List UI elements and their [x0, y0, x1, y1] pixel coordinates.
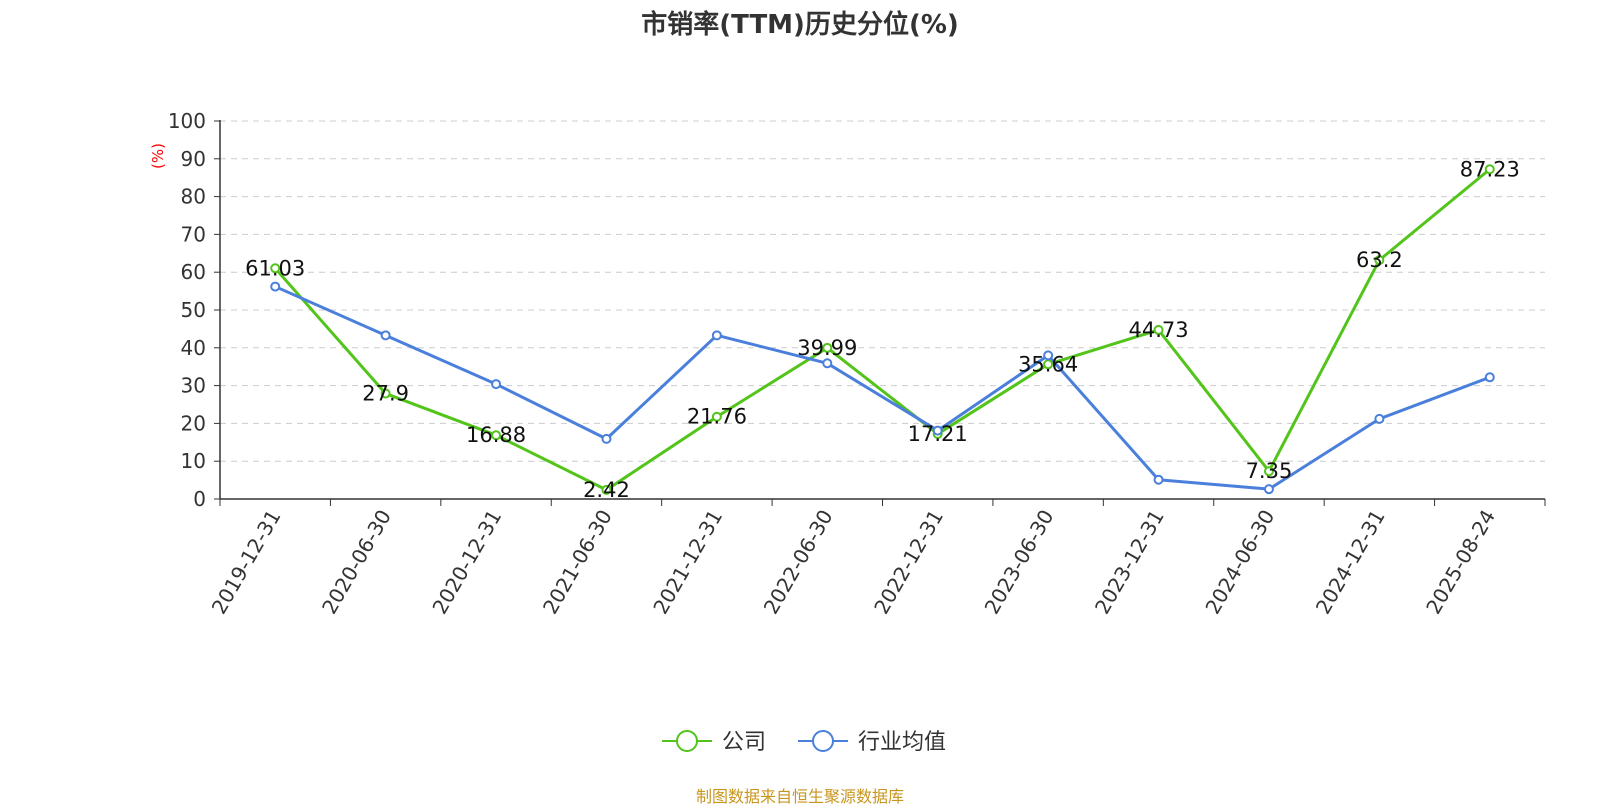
x-tick-label: 2022-12-31 — [869, 506, 948, 619]
legend-label: 行业均值 — [858, 730, 946, 755]
data-point-1 — [1153, 474, 1164, 485]
data-point-1 — [1043, 350, 1054, 361]
data-point-0 — [1153, 324, 1164, 335]
data-point-0 — [822, 342, 833, 353]
y-tick-label: 30 — [181, 374, 206, 398]
data-point-1 — [491, 379, 502, 390]
x-tick-label: 2021-12-31 — [648, 506, 727, 619]
data-label: 27.9 — [362, 382, 409, 406]
x-tick-label: 2022-06-30 — [759, 506, 838, 619]
y-tick-label: 50 — [181, 298, 206, 322]
legend[interactable]: 公司 行业均值 — [662, 730, 946, 755]
y-tick-label: 40 — [181, 336, 206, 360]
data-label: 7.35 — [1246, 459, 1293, 483]
data-point-1 — [932, 425, 943, 436]
x-tick-label: 2024-12-31 — [1311, 506, 1390, 619]
x-tick-label: 2020-12-31 — [427, 506, 506, 619]
data-point-1 — [711, 330, 722, 341]
x-tick-label: 2019-12-31 — [207, 506, 286, 619]
data-point-0 — [1374, 255, 1385, 266]
y-axis-label: (%) — [149, 143, 167, 169]
data-label: 63.2 — [1356, 248, 1403, 272]
y-tick-label: 70 — [181, 222, 206, 246]
legend-marker — [676, 730, 698, 752]
footer-source: 制图数据来自恒生聚源数据库 — [695, 787, 904, 806]
data-point-0 — [270, 263, 281, 274]
data-point-1 — [1263, 484, 1274, 495]
x-tick-label: 2023-06-30 — [980, 506, 1059, 619]
y-tick-label: 20 — [181, 411, 206, 435]
legend-item-1[interactable]: 行业均值 — [798, 730, 946, 755]
data-point-0 — [1484, 164, 1495, 175]
x-tick-label: 2024-06-30 — [1200, 506, 1279, 619]
data-label: 35.64 — [1018, 352, 1078, 376]
data-point-1 — [380, 330, 391, 341]
data-label: 39.99 — [797, 336, 857, 360]
data-label: 17.21 — [908, 422, 968, 446]
legend-item-0[interactable]: 公司 — [662, 730, 766, 755]
data-point-0 — [1263, 466, 1274, 477]
y-tick-label: 100 — [168, 109, 206, 133]
x-tick-label: 2020-06-30 — [317, 506, 396, 619]
data-label: 21.76 — [687, 405, 747, 429]
data-point-0 — [601, 484, 612, 495]
series-line-0 — [274, 168, 1491, 492]
series-line-1 — [274, 285, 1491, 491]
data-point-1 — [1374, 413, 1385, 424]
data-label: 16.88 — [466, 423, 526, 447]
data-point-0 — [491, 430, 502, 441]
legend-marker — [812, 730, 834, 752]
x-tick-label: 2025-08-24 — [1421, 506, 1500, 619]
y-tick-label: 60 — [181, 260, 206, 284]
legend-label: 公司 — [722, 730, 766, 755]
y-tick-label: 10 — [181, 449, 206, 473]
y-tick-label: 80 — [181, 185, 206, 209]
y-tick-label: 0 — [193, 487, 206, 511]
grid-lines — [220, 120, 1545, 462]
y-tick-label: 90 — [181, 147, 206, 171]
series-lines — [270, 164, 1495, 495]
x-tick-label: 2023-12-31 — [1090, 506, 1169, 619]
chart-title: 市销率(TTM)历史分位(%) — [641, 9, 959, 40]
data-label: 87.23 — [1460, 157, 1520, 181]
data-label: 61.03 — [245, 256, 305, 280]
data-point-1 — [822, 358, 833, 369]
x-tick-label: 2021-06-30 — [538, 506, 617, 619]
data-point-1 — [1484, 372, 1495, 383]
data-label: 44.73 — [1128, 318, 1188, 342]
data-label: 2.42 — [583, 478, 630, 502]
data-labels: 61.03 27.9 16.88 2.42 21.76 39.99 17.21 35.64 44… — [245, 157, 1520, 502]
data-point-1 — [270, 281, 281, 292]
data-point-1 — [601, 433, 612, 444]
data-point-0 — [380, 388, 391, 399]
data-point-0 — [711, 411, 722, 422]
